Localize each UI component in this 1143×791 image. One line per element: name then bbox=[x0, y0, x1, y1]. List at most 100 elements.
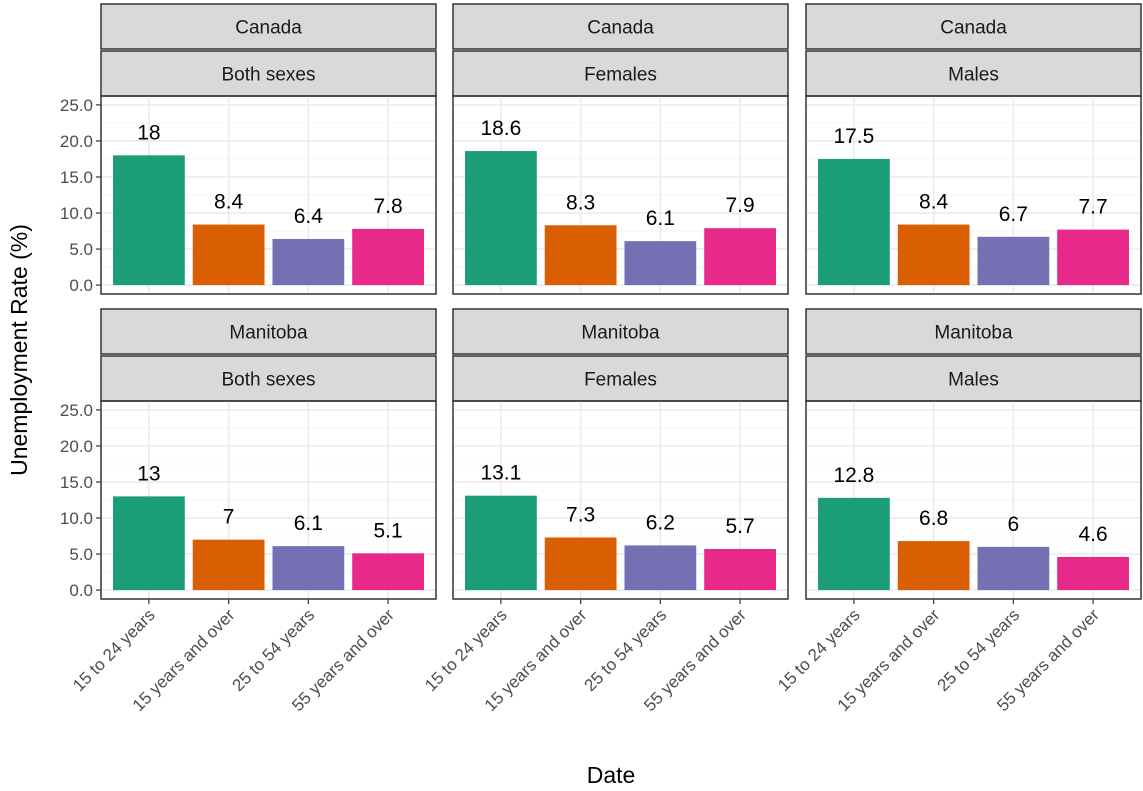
bar-value-label: 4.6 bbox=[1078, 523, 1107, 546]
bar-value-label: 13 bbox=[137, 462, 160, 485]
y-axis: 0.0 5.0 10.0 15.0 20.0 25.0 bbox=[60, 96, 101, 295]
x-tick-label: 15 to 24 years bbox=[774, 605, 864, 695]
bar-value-label: 18.6 bbox=[480, 117, 521, 140]
strip-sex-box bbox=[452, 355, 789, 402]
y-tick-label: 0.0 bbox=[69, 581, 93, 600]
panels-layer: Canada Both sexes 18 8.4 6.4 7.8 0.0 5.0 10.0 15.… bbox=[60, 3, 1142, 600]
x-tick-label: 15 to 24 years bbox=[69, 605, 159, 695]
strip-region: Canada bbox=[100, 3, 437, 50]
strip-region: Manitoba bbox=[100, 308, 437, 355]
panel-border bbox=[100, 400, 437, 600]
bar-value-label: 7 bbox=[223, 506, 235, 529]
strip-region-box bbox=[100, 308, 437, 355]
y-axis-title: Unemployment Rate (%) bbox=[6, 224, 32, 476]
bar bbox=[897, 224, 970, 286]
strip-sex-box bbox=[805, 355, 1142, 402]
bar-value-label: 7.9 bbox=[725, 194, 754, 217]
strip-sex-label: Males bbox=[948, 65, 999, 86]
bar-value-label: 7.8 bbox=[373, 195, 402, 218]
panel: Canada Males 17.5 8.4 6.7 7.7 bbox=[805, 3, 1142, 295]
bar bbox=[352, 553, 424, 591]
strip-sex: Males bbox=[805, 50, 1142, 97]
bar-value-label: 6.8 bbox=[919, 507, 948, 530]
y-tick-label: 20.0 bbox=[60, 437, 93, 456]
y-tick-label: 20.0 bbox=[60, 132, 93, 151]
bar bbox=[624, 545, 697, 591]
bar-value-label: 7.3 bbox=[566, 503, 595, 526]
bar bbox=[272, 546, 345, 591]
bar bbox=[465, 151, 537, 286]
y-tick-label: 10.0 bbox=[60, 204, 93, 223]
strip-region-label: Manitoba bbox=[581, 323, 660, 344]
bar-value-label: 5.7 bbox=[725, 515, 754, 538]
x-tick-label: 25 to 54 years bbox=[934, 605, 1024, 695]
strip-region-box bbox=[452, 308, 789, 355]
bar bbox=[192, 224, 265, 286]
bar bbox=[1057, 229, 1129, 286]
y-tick-label: 25.0 bbox=[60, 96, 93, 115]
panel: Manitoba Males 12.8 6.8 6 4.6 bbox=[805, 308, 1142, 600]
bar-value-label: 6.7 bbox=[999, 203, 1028, 226]
strip-sex-box bbox=[805, 50, 1142, 97]
strip-sex-box bbox=[100, 355, 437, 402]
strip-region-box bbox=[100, 3, 437, 50]
panel: Canada Both sexes 18 8.4 6.4 7.8 0.0 5.0 10.0 15.… bbox=[60, 3, 437, 295]
panel: Manitoba Females 13.1 7.3 6.2 5.7 bbox=[452, 308, 789, 600]
bar bbox=[977, 236, 1050, 286]
strip-region-box bbox=[452, 3, 789, 50]
x-axis-title: Date bbox=[587, 762, 636, 788]
bar-value-label: 6.1 bbox=[646, 207, 675, 230]
bar bbox=[624, 241, 697, 286]
bar bbox=[113, 155, 185, 286]
panel-border bbox=[452, 400, 789, 600]
bar-value-label: 12.8 bbox=[833, 464, 874, 487]
y-tick-label: 15.0 bbox=[60, 168, 93, 187]
strip-sex-label: Both sexes bbox=[222, 65, 316, 86]
bar-value-label: 5.1 bbox=[373, 519, 402, 542]
bar bbox=[897, 541, 970, 591]
bar bbox=[352, 228, 424, 286]
strip-sex-box bbox=[100, 50, 437, 97]
bar bbox=[977, 546, 1050, 591]
y-axis: 0.0 5.0 10.0 15.0 20.0 25.0 bbox=[60, 401, 101, 600]
strip-sex-label: Females bbox=[584, 65, 657, 86]
strip-sex-label: Females bbox=[584, 370, 657, 391]
x-tick-label: 25 to 54 years bbox=[229, 605, 319, 695]
bar-value-label: 8.4 bbox=[919, 191, 949, 214]
strip-sex: Females bbox=[452, 50, 789, 97]
panel-border bbox=[452, 95, 789, 295]
bar bbox=[818, 497, 890, 591]
strip-sex: Both sexes bbox=[100, 50, 437, 97]
bar bbox=[272, 238, 345, 286]
strip-region-label: Canada bbox=[587, 18, 654, 39]
strip-sex-label: Both sexes bbox=[222, 370, 316, 391]
strip-region: Canada bbox=[805, 3, 1142, 50]
panel-border bbox=[805, 400, 1142, 600]
strip-sex-label: Males bbox=[948, 370, 999, 391]
bar-value-label: 18 bbox=[137, 121, 160, 144]
y-tick-label: 10.0 bbox=[60, 509, 93, 528]
bar-value-label: 8.3 bbox=[566, 191, 595, 214]
strip-region-box bbox=[805, 3, 1142, 50]
y-tick-label: 15.0 bbox=[60, 473, 93, 492]
strip-sex: Females bbox=[452, 355, 789, 402]
strip-region: Canada bbox=[452, 3, 789, 50]
bar-value-label: 6.1 bbox=[294, 512, 323, 535]
bar-value-label: 6.4 bbox=[294, 205, 324, 228]
bar-value-label: 6 bbox=[1008, 513, 1020, 536]
bar bbox=[544, 537, 617, 591]
bar-value-label: 7.7 bbox=[1078, 196, 1107, 219]
bar bbox=[704, 549, 776, 591]
bar-value-label: 13.1 bbox=[480, 462, 521, 485]
strip-region: Manitoba bbox=[805, 308, 1142, 355]
strip-sex: Males bbox=[805, 355, 1142, 402]
strip-region-label: Manitoba bbox=[229, 323, 308, 344]
bar-value-label: 8.4 bbox=[214, 191, 244, 214]
strip-region-label: Canada bbox=[235, 18, 302, 39]
strip-region-label: Canada bbox=[940, 18, 1007, 39]
bar bbox=[465, 495, 537, 591]
bar bbox=[544, 225, 617, 286]
bar-value-label: 17.5 bbox=[833, 125, 874, 148]
